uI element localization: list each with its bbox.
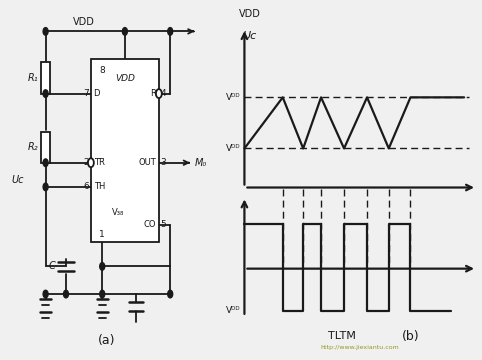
Text: M₀: M₀ [195, 158, 207, 168]
Bar [41, 132, 50, 163]
Text: (b): (b) [402, 330, 419, 343]
Circle shape [88, 158, 94, 167]
Text: OUT: OUT [138, 158, 156, 167]
Text: 1: 1 [99, 230, 105, 239]
Circle shape [168, 28, 173, 35]
Text: 5: 5 [161, 220, 166, 229]
Text: CO: CO [144, 220, 156, 229]
Text: T̄R̄: T̄R̄ [94, 158, 105, 167]
Circle shape [122, 28, 127, 35]
Text: VDD: VDD [239, 9, 261, 19]
Circle shape [43, 90, 48, 98]
Text: 6: 6 [83, 183, 89, 192]
Circle shape [168, 290, 173, 298]
Text: TLTM: TLTM [328, 331, 355, 341]
Text: Vᴰᴰ: Vᴰᴰ [226, 144, 241, 153]
Text: TH: TH [94, 183, 105, 192]
Circle shape [43, 183, 48, 191]
Text: C: C [49, 261, 56, 271]
Bar [41, 63, 50, 94]
Text: VDD: VDD [73, 17, 95, 27]
Text: Uc: Uc [242, 31, 256, 41]
Text: 8: 8 [99, 66, 105, 75]
Text: 2: 2 [83, 158, 89, 167]
Text: Vᴰᴰ: Vᴰᴰ [226, 306, 241, 315]
Text: 7: 7 [83, 89, 89, 98]
Circle shape [43, 290, 48, 298]
Circle shape [100, 290, 105, 298]
Text: V₃₈: V₃₈ [112, 208, 124, 217]
Text: D: D [94, 89, 100, 98]
Text: 3: 3 [161, 158, 166, 167]
Bar [91, 59, 159, 242]
Text: Uc: Uc [11, 175, 24, 185]
Text: Vᴰᴰ: Vᴰᴰ [226, 93, 241, 102]
Circle shape [43, 159, 48, 167]
Text: VDD: VDD [115, 73, 135, 82]
Text: R̄: R̄ [150, 89, 156, 98]
Text: http://www.jiexiantu.com: http://www.jiexiantu.com [320, 345, 399, 350]
Text: R₁: R₁ [28, 73, 39, 83]
Circle shape [100, 262, 105, 270]
Text: 4: 4 [161, 89, 166, 98]
Circle shape [43, 28, 48, 35]
Circle shape [64, 290, 68, 298]
Circle shape [156, 89, 162, 98]
Text: (a): (a) [98, 334, 116, 347]
Text: R₂: R₂ [28, 142, 39, 152]
